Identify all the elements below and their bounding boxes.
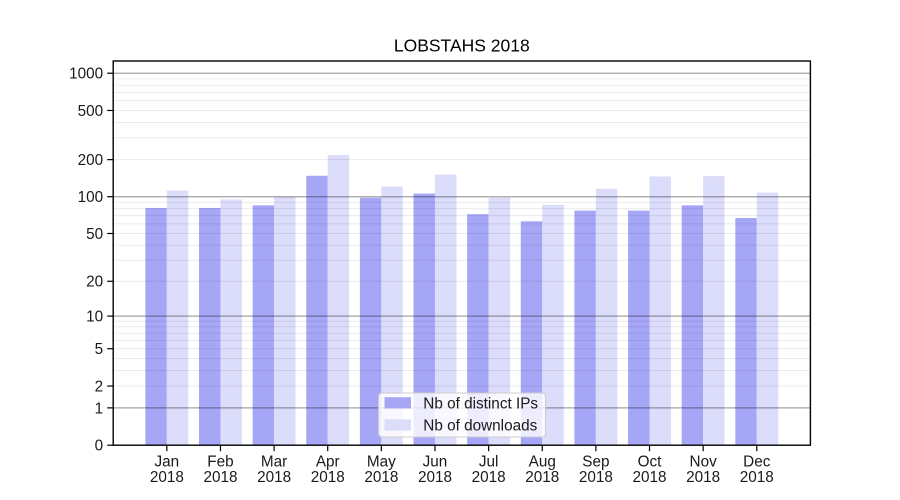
- svg-text:2018: 2018: [203, 469, 237, 486]
- svg-text:Jul: Jul: [479, 454, 499, 471]
- svg-text:200: 200: [78, 152, 104, 169]
- svg-text:2018: 2018: [740, 469, 774, 486]
- svg-text:Dec: Dec: [743, 454, 771, 471]
- svg-text:2018: 2018: [311, 469, 345, 486]
- svg-text:Aug: Aug: [529, 454, 556, 471]
- svg-text:Apr: Apr: [316, 454, 340, 471]
- svg-text:2018: 2018: [418, 469, 452, 486]
- svg-text:100: 100: [78, 189, 104, 206]
- svg-text:2018: 2018: [150, 469, 184, 486]
- svg-text:2: 2: [95, 378, 104, 395]
- svg-text:Mar: Mar: [261, 454, 287, 471]
- svg-text:May: May: [367, 454, 396, 471]
- svg-text:2018: 2018: [472, 469, 506, 486]
- svg-text:Jun: Jun: [423, 454, 448, 471]
- svg-text:Nb of downloads: Nb of downloads: [423, 417, 537, 434]
- svg-text:Nb of distinct IPs: Nb of distinct IPs: [423, 395, 538, 412]
- svg-text:LOBSTAHS 2018: LOBSTAHS 2018: [394, 36, 530, 56]
- svg-text:2018: 2018: [525, 469, 559, 486]
- svg-text:Oct: Oct: [638, 454, 663, 471]
- svg-text:500: 500: [78, 103, 104, 120]
- svg-text:1: 1: [95, 400, 104, 417]
- svg-text:2018: 2018: [686, 469, 720, 486]
- svg-text:Jan: Jan: [154, 454, 179, 471]
- svg-text:20: 20: [86, 274, 103, 291]
- svg-text:50: 50: [86, 226, 103, 243]
- svg-text:2018: 2018: [257, 469, 291, 486]
- svg-text:2018: 2018: [632, 469, 666, 486]
- svg-text:5: 5: [95, 341, 104, 358]
- svg-text:2018: 2018: [364, 469, 398, 486]
- svg-text:Sep: Sep: [582, 454, 609, 471]
- svg-text:Nov: Nov: [690, 454, 718, 471]
- svg-text:2018: 2018: [579, 469, 613, 486]
- svg-text:Feb: Feb: [207, 454, 233, 471]
- svg-text:0: 0: [95, 438, 104, 455]
- svg-text:10: 10: [86, 309, 103, 326]
- svg-text:1000: 1000: [69, 66, 103, 83]
